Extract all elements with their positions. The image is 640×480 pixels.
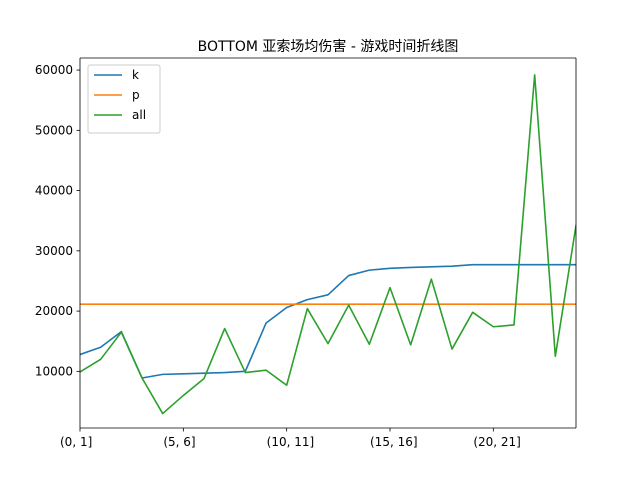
y-tick-label: 10000	[35, 364, 73, 378]
y-tick-label: 40000	[35, 184, 73, 198]
x-tick-label: (5, 6]	[163, 435, 195, 449]
chart-title: BOTTOM 亚索场均伤害 - 游戏时间折线图	[198, 38, 459, 55]
x-tick-label: (0, 1]	[60, 435, 92, 449]
y-tick-label: 30000	[35, 244, 73, 258]
legend-label-k: k	[132, 68, 139, 82]
x-tick-label: (10, 11]	[267, 435, 315, 449]
x-tick-label: (15, 16]	[370, 435, 418, 449]
y-tick-label: 50000	[35, 123, 73, 137]
x-tick-label: (20, 21]	[473, 435, 521, 449]
y-tick-label: 20000	[35, 304, 73, 318]
legend-label-p: p	[132, 88, 140, 102]
legend-label-all: all	[132, 108, 146, 122]
y-tick-label: 60000	[35, 63, 73, 77]
legend: kp all	[88, 65, 160, 133]
